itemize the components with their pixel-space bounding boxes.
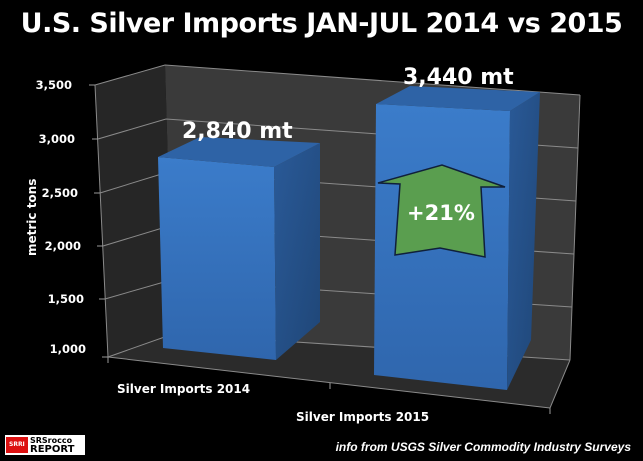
up-arrow-icon xyxy=(377,164,506,258)
left-wall xyxy=(95,65,173,357)
usa-map-icon: SRRI xyxy=(6,437,28,453)
srsrocco-logo: SRRI SRSrocco REPORT xyxy=(5,435,85,455)
y-tick-1500: 1,500 xyxy=(47,292,84,306)
x-category-2015: Silver Imports 2015 xyxy=(296,410,430,424)
x-category-2014: Silver Imports 2014 xyxy=(117,382,251,396)
logo-line2: REPORT xyxy=(30,444,75,455)
chart-title: U.S. Silver Imports JAN-JUL 2014 vs 2015 xyxy=(20,8,623,39)
y-tick-3000: 3,000 xyxy=(38,132,75,146)
data-label-2014: 2,840 mt xyxy=(182,119,293,144)
source-note: info from USGS Silver Commodity Industry… xyxy=(335,440,631,454)
percent-change-label: +21% xyxy=(407,201,475,225)
y-axis-label: metric tons xyxy=(25,178,39,256)
bar-2014 xyxy=(158,137,320,360)
y-tick-2000: 2,000 xyxy=(44,239,81,253)
y-tick-2500: 2,500 xyxy=(41,186,78,200)
logo-line1: SRSrocco xyxy=(30,436,73,445)
y-tick-1000: 1,000 xyxy=(49,342,86,356)
data-label-2015: 3,440 mt xyxy=(403,65,514,90)
y-tick-3500: 3,500 xyxy=(35,78,72,92)
